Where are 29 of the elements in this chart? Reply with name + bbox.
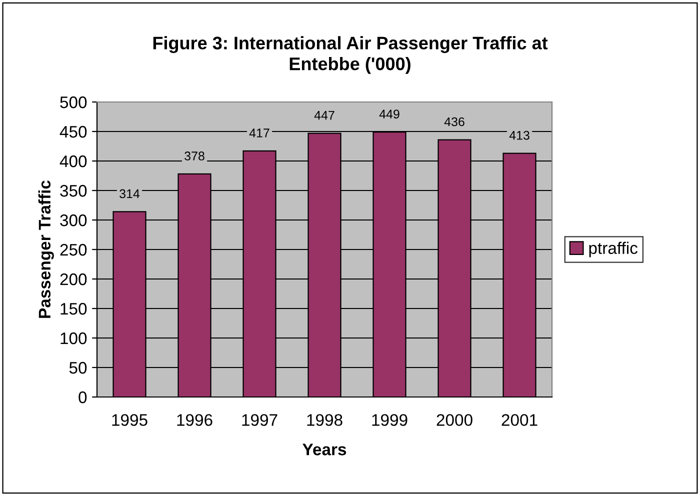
chart-title: Figure 3: International Air Passenger Traffic at Entebbe ('000) xyxy=(153,36,548,74)
y-tick-label: 350 xyxy=(60,184,87,197)
y-tick-label: 300 xyxy=(60,214,87,226)
y-tick-label: 450 xyxy=(60,126,87,138)
x-tick-label: 2001 xyxy=(502,414,538,426)
data-label: 378 xyxy=(184,152,204,160)
data-label: 417 xyxy=(249,128,270,138)
y-tick-label: 400 xyxy=(60,155,87,168)
y-tick-label: 200 xyxy=(60,273,87,286)
x-tick-label: 2000 xyxy=(436,414,472,426)
x-tick-label: 1996 xyxy=(177,414,212,426)
y-axis-title: Passenger Traffic xyxy=(38,180,54,318)
data-label: 436 xyxy=(444,117,464,126)
data-label: 413 xyxy=(509,130,530,140)
y-tick-label: 0 xyxy=(78,391,87,404)
y-tick-label: 250 xyxy=(60,244,87,256)
data-label: 449 xyxy=(379,110,400,119)
x-tick-label: 1995 xyxy=(112,414,148,426)
y-tick-label: 500 xyxy=(60,96,87,108)
x-tick-label: 1999 xyxy=(372,414,408,426)
y-tick-label: 100 xyxy=(60,332,87,344)
x-tick-label: 1998 xyxy=(307,414,342,426)
y-tick-label: 150 xyxy=(60,302,87,315)
y-tick-label: 50 xyxy=(69,362,87,374)
data-label: 314 xyxy=(120,189,140,198)
x-tick-label: 1997 xyxy=(242,414,278,426)
x-axis-title: Years xyxy=(302,444,346,456)
legend-label: ptraffic xyxy=(589,242,638,258)
data-label: 447 xyxy=(314,110,334,120)
